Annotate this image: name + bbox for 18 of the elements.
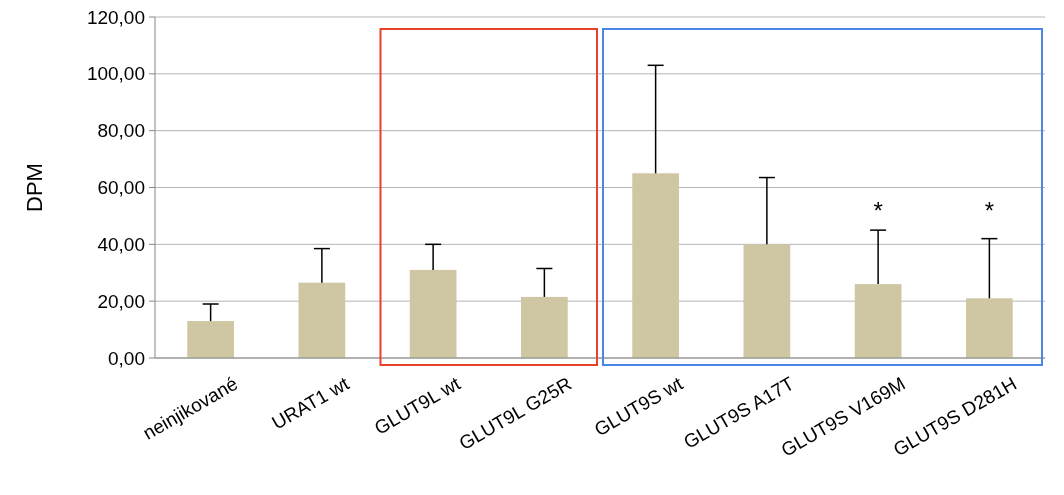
bar <box>521 296 568 358</box>
bar <box>966 298 1013 358</box>
annotation: * <box>873 196 883 224</box>
y-tick-label: 100,00 <box>86 63 145 85</box>
bar <box>854 284 902 358</box>
y-tick-label: 120,00 <box>86 6 145 28</box>
y-tick-label: 20,00 <box>97 290 145 312</box>
y-tick-label: 60,00 <box>97 177 145 199</box>
bar <box>743 244 791 358</box>
bar <box>409 269 457 358</box>
bar <box>187 321 234 358</box>
bar <box>632 173 679 358</box>
y-tick-label: 40,00 <box>97 233 145 255</box>
y-tick-label: 0,00 <box>108 347 145 369</box>
bar <box>298 282 346 358</box>
annotation: * <box>984 196 995 224</box>
y-axis-title: DPM <box>22 163 47 212</box>
y-tick-label: 80,00 <box>97 120 145 142</box>
